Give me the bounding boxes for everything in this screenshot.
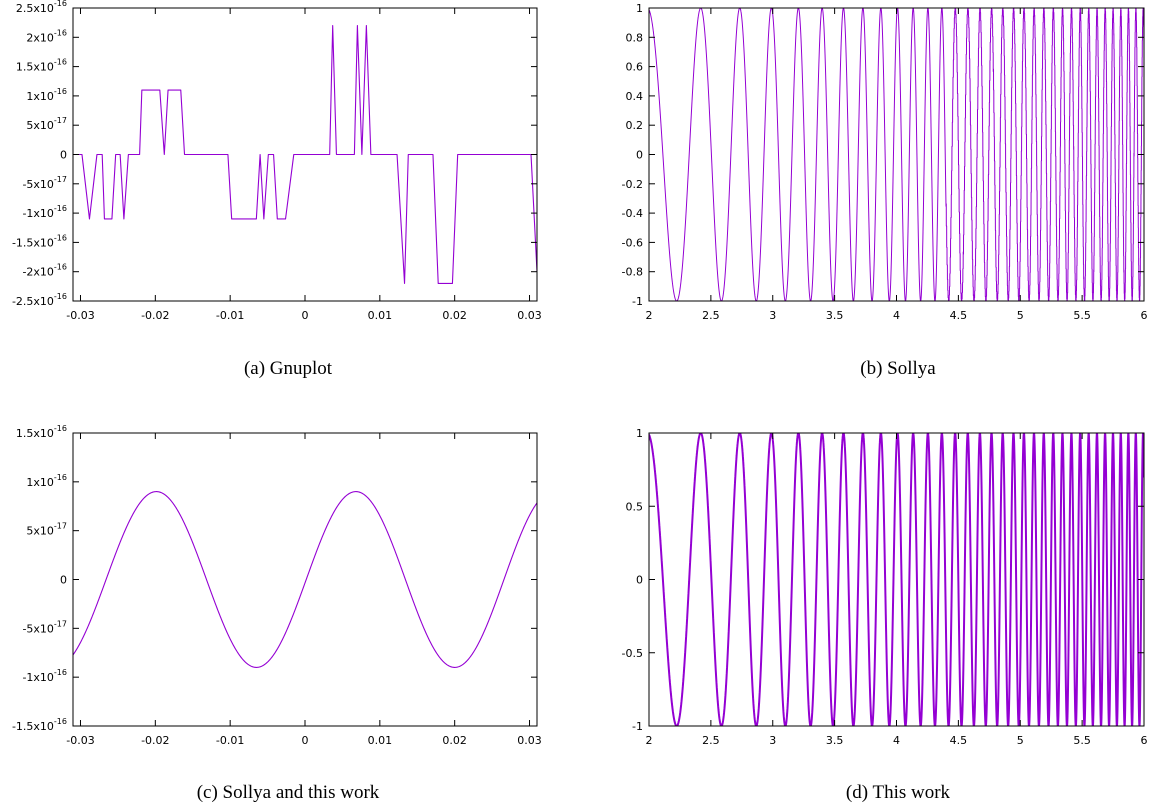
x-tick-label: 0.02 [442, 309, 467, 322]
x-tick-label: 0.01 [368, 309, 393, 322]
x-tick-label: 4.5 [950, 734, 968, 747]
x-tick-label: 5 [1017, 309, 1024, 322]
panel-d-this-work: 2 2.5 3 3.5 4 4.5 5 5.5 6 1 0.5 0 -0.5 -1 (d) This wor… [622, 427, 1148, 803]
y-tick-label: 1x10-16 [26, 473, 67, 489]
panel-a-gnuplot: -0.03 -0.02 -0.01 0 0.01 0.02 0.03 2.5x10-16 2x1… [12, 0, 542, 379]
y-tick-label: -0.5 [622, 647, 643, 660]
x-tick-label: 0 [302, 309, 309, 322]
y-tick-label: 0.5 [626, 500, 644, 513]
x-tick-label: 0.02 [442, 734, 467, 747]
y-tick-label: -2x10-16 [22, 263, 67, 279]
y-tick-label: -1x10-16 [22, 668, 67, 684]
x-tick-label: 3.5 [826, 309, 844, 322]
x-tick-label: 4.5 [950, 309, 968, 322]
y-tick-label: 5x10-17 [26, 522, 67, 538]
y-tick-label: 1.5x10-16 [16, 58, 67, 74]
x-tick-label: -0.03 [66, 734, 94, 747]
series-line [73, 25, 537, 284]
x-tick-label: -0.01 [216, 734, 244, 747]
y-tick-label: -1x10-16 [22, 204, 67, 220]
x-tick-label: 0.03 [517, 309, 542, 322]
x-tick-label: -0.02 [141, 309, 169, 322]
x-tick-label: 5 [1017, 734, 1024, 747]
x-tick-label: 3 [769, 734, 776, 747]
x-tick-label: -0.02 [141, 734, 169, 747]
y-tick-label: 0 [60, 574, 67, 587]
x-tick-label: 2 [646, 734, 653, 747]
y-tick-label: 1 [636, 427, 643, 440]
x-tick-label: 6 [1141, 309, 1148, 322]
x-tick-label: 2.5 [702, 734, 720, 747]
y-tick-label: -1.5x10-16 [12, 717, 67, 733]
x-tick-label: 2.5 [702, 309, 720, 322]
x-tick-label: 5.5 [1073, 309, 1091, 322]
y-tick-label: 1x10-16 [26, 87, 67, 103]
x-tick-label: 4 [893, 309, 900, 322]
y-tick-label: 2x10-16 [26, 28, 67, 44]
x-tick-label: -0.03 [66, 309, 94, 322]
y-tick-label: -2.5x10-16 [12, 292, 67, 308]
x-tick-label: 6 [1141, 734, 1148, 747]
series-line [649, 8, 1144, 301]
y-tick-label: 0 [636, 574, 643, 587]
y-tick-label: 5x10-17 [26, 116, 67, 132]
y-tick-label: -1 [632, 295, 643, 308]
series-line [73, 491, 537, 668]
y-tick-label: 0 [636, 149, 643, 162]
y-tick-label: 0.6 [626, 61, 644, 74]
panel-caption: (a) Gnuplot [244, 358, 333, 379]
y-tick-label: 1 [636, 2, 643, 15]
series-line [649, 433, 1144, 726]
panel-c-sollya-and-this-work: -0.03 -0.02 -0.01 0 0.01 0.02 0.03 1.5x10-16 1x1… [12, 424, 542, 803]
y-tick-label: 0 [60, 149, 67, 162]
x-tick-label: 0.01 [368, 734, 393, 747]
x-tick-label: 0.03 [517, 734, 542, 747]
y-tick-label: -1.5x10-16 [12, 233, 67, 249]
y-tick-label: -1 [632, 720, 643, 733]
y-tick-label: 2.5x10-16 [16, 0, 67, 15]
panel-caption: (b) Sollya [860, 358, 936, 379]
x-tick-label: 2 [646, 309, 653, 322]
x-tick-label: 0 [302, 734, 309, 747]
x-tick-label: 3 [769, 309, 776, 322]
panel-caption: (c) Sollya and this work [197, 782, 380, 803]
y-tick-label: 1.5x10-16 [16, 424, 67, 440]
x-tick-label: 4 [893, 734, 900, 747]
x-tick-label: 3.5 [826, 734, 844, 747]
y-tick-label: -0.2 [622, 178, 643, 191]
y-tick-label: 0.4 [626, 90, 644, 103]
plot-frame [72, 432, 538, 727]
y-tick-label: 0.2 [626, 119, 644, 132]
y-tick-label: -0.8 [622, 266, 643, 279]
panel-b-sollya: 2 2.5 3 3.5 4 4.5 5 5.5 6 1 0.8 0.6 0.4 0.2 0 -0.2 -0.4 -… [622, 2, 1148, 379]
x-tick-label: 5.5 [1073, 734, 1091, 747]
y-tick-label: -5x10-17 [22, 619, 67, 635]
y-tick-label: -0.4 [622, 207, 643, 220]
x-tick-label: -0.01 [216, 309, 244, 322]
y-tick-label: 0.8 [626, 31, 644, 44]
y-tick-label: -5x10-17 [22, 175, 67, 191]
y-tick-label: -0.6 [622, 236, 643, 249]
panel-caption: (d) This work [846, 782, 951, 803]
